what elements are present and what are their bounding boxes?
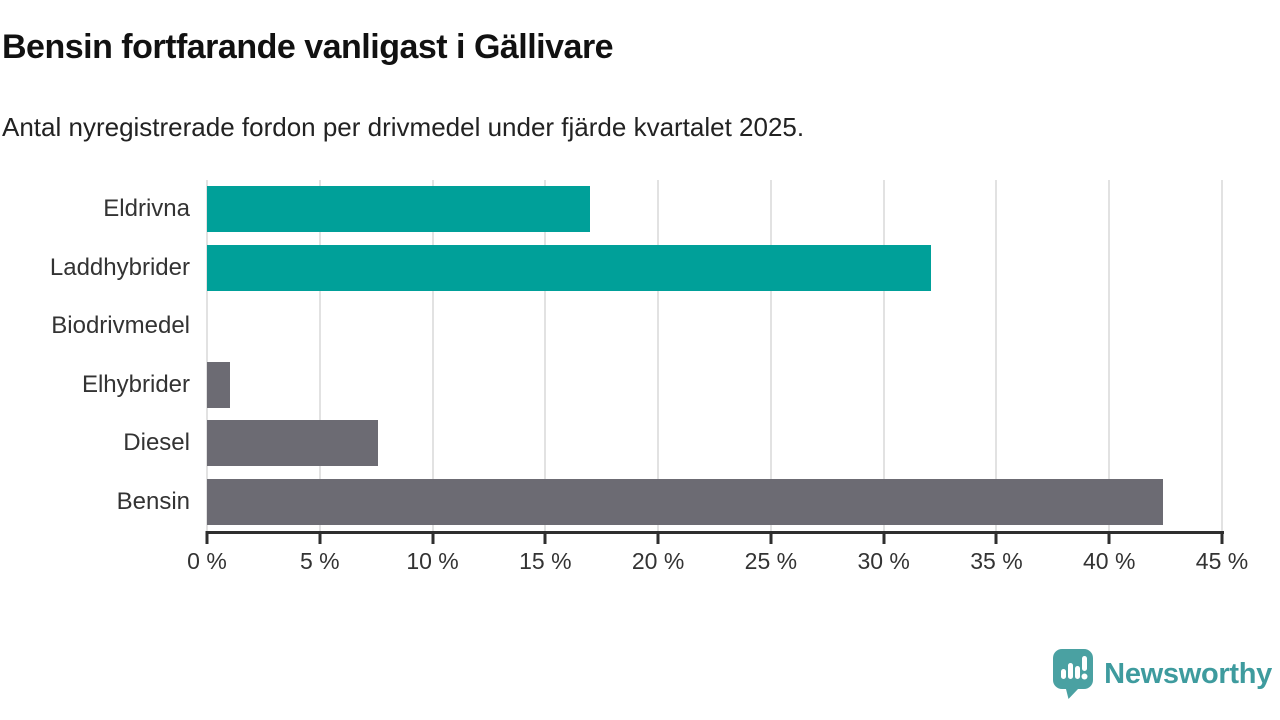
x-tick-10	[431, 531, 435, 544]
bar-eldrivna	[207, 186, 591, 233]
chart-subtitle: Antal nyregistrerade fordon per drivmede…	[2, 112, 805, 142]
category-label-elhybrider: Elhybrider	[81, 370, 190, 398]
category-label-eldrivna: Eldrivna	[103, 195, 190, 223]
gridline-45	[1221, 180, 1223, 531]
x-tick-label-30: 30 %	[857, 548, 910, 574]
gridline-10	[431, 180, 434, 531]
category-label-diesel: Diesel	[123, 429, 190, 457]
bar-elhybrider	[207, 361, 230, 408]
x-tick-label-40: 40 %	[1083, 548, 1136, 574]
gridline-20	[657, 180, 660, 531]
branding: Newsworthy	[1052, 648, 1272, 700]
x-tick-25	[769, 531, 773, 544]
x-tick-label-10: 10 %	[406, 548, 459, 574]
bar-laddhybrider	[207, 244, 932, 291]
x-axis-line	[206, 531, 1224, 534]
x-tick-45	[1220, 531, 1224, 544]
chart-title: Bensin fortfarande vanligast i Gällivare	[2, 28, 614, 66]
x-tick-20	[656, 531, 660, 544]
category-label-biodrivmedel: Biodrivmedel	[51, 312, 190, 340]
gridline-35	[995, 180, 998, 531]
x-tick-label-45: 45 %	[1195, 548, 1249, 574]
x-tick-label-35: 35 %	[970, 548, 1023, 574]
x-tick-label-25: 25 %	[744, 548, 798, 574]
x-tick-label-0: 0 %	[187, 548, 227, 574]
x-tick-30	[882, 531, 886, 544]
category-label-bensin: Bensin	[116, 487, 190, 515]
x-tick-label-20: 20 %	[631, 548, 685, 574]
y-axis-labels: Eldrivna Laddhybrider Biodrivmedel Elhybrid…	[0, 180, 190, 531]
x-tick-label-5: 5 %	[299, 548, 340, 574]
gridline-0	[206, 180, 208, 531]
x-tick-15	[543, 531, 547, 544]
x-tick-40	[1107, 531, 1111, 544]
gridline-25	[769, 180, 772, 531]
gridline-40	[1108, 180, 1111, 531]
plot-area	[206, 180, 1223, 531]
category-label-laddhybrider: Laddhybrider	[49, 253, 190, 281]
x-tick-35	[994, 531, 998, 544]
x-tick-0	[205, 531, 209, 544]
x-tick-label-15: 15 %	[519, 548, 572, 574]
bar-bensin	[207, 478, 1164, 525]
newsworthy-logo-text: Newsworthy	[1104, 657, 1272, 690]
gridline-15	[544, 180, 547, 531]
x-tick-5	[318, 531, 322, 544]
bar-diesel	[207, 420, 379, 467]
newsworthy-logo-icon	[1053, 649, 1094, 699]
gridline-5	[318, 180, 321, 531]
gridline-30	[882, 180, 885, 531]
